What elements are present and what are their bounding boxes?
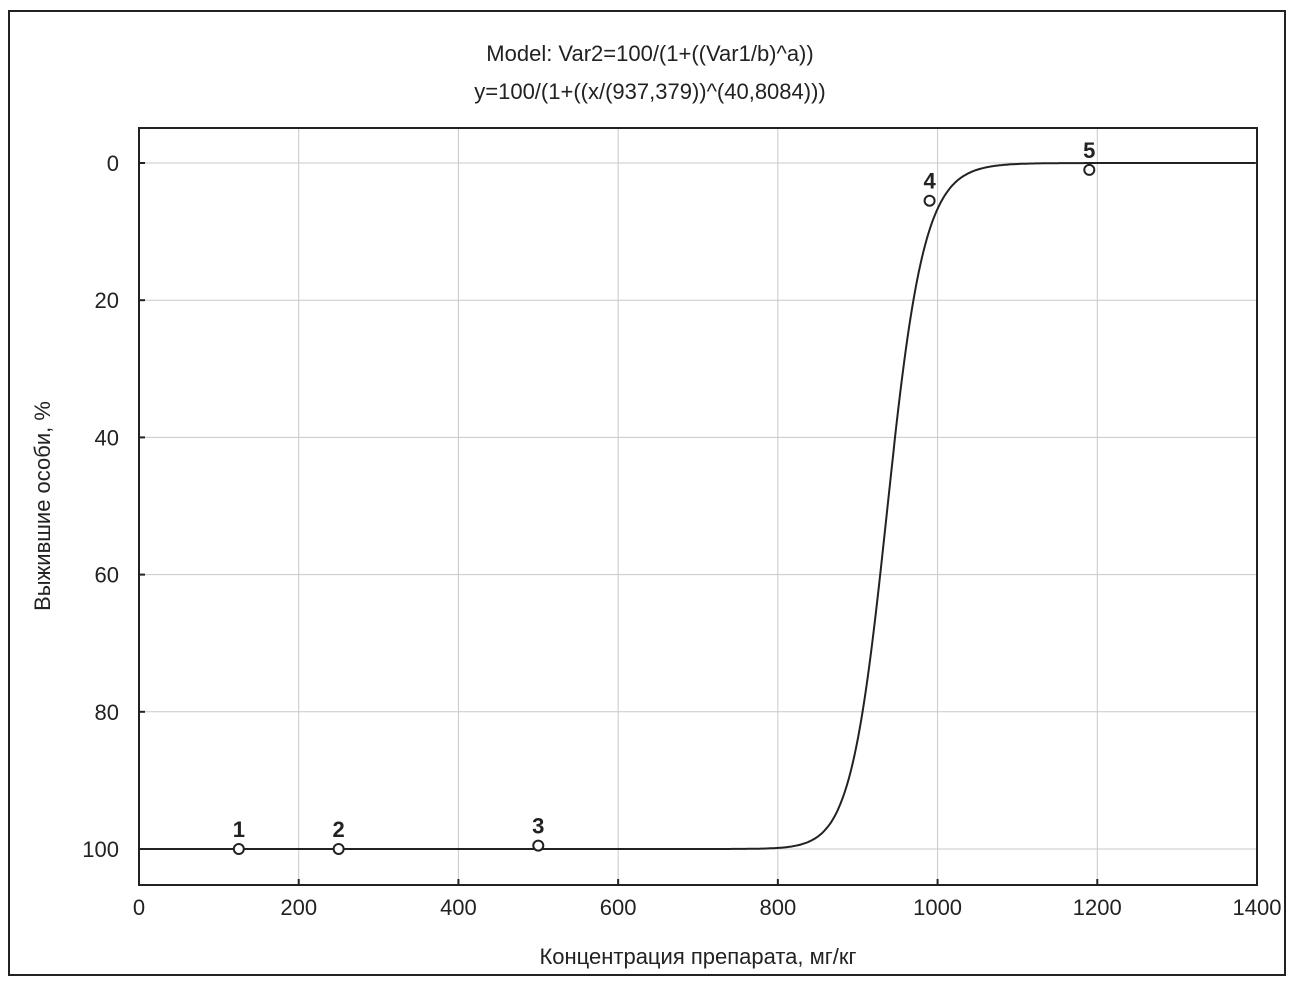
chart-frame: [8, 10, 1286, 976]
y-tick-label: 100: [82, 837, 119, 862]
y-tick-label: 80: [95, 700, 119, 725]
x-tick-label: 1400: [1233, 895, 1282, 920]
data-point-4: [923, 194, 936, 207]
data-point-2: [332, 843, 345, 855]
x-tick-label: 1200: [1073, 895, 1122, 920]
y-tick-label: 20: [95, 288, 119, 313]
x-tick-label: 600: [600, 895, 637, 920]
data-point-label: 5: [1083, 138, 1095, 163]
x-tick-label: 400: [440, 895, 477, 920]
chart-title: Model: Var2=100/(1+((Var1/b)^a)): [486, 41, 813, 66]
x-tick-label: 200: [280, 895, 317, 920]
x-axis-label: Концентрация препарата, мг/кг: [539, 944, 856, 969]
grid: [139, 128, 1257, 885]
x-tick-label: 1000: [913, 895, 962, 920]
data-point-5: [1083, 163, 1096, 176]
plot-area: [138, 127, 1258, 886]
x-axis-ticks: 0 200 400 600 800 1000 1200 1400: [133, 879, 1282, 920]
data-point-1: [232, 843, 245, 855]
y-axis-label: Выжившие особи, %: [30, 401, 55, 611]
data-point-label: 4: [923, 169, 936, 194]
data-point-3: [532, 839, 545, 852]
y-tick-label: 40: [95, 425, 119, 450]
fitted-curve: [139, 162, 1256, 850]
x-tick-label: 800: [759, 895, 796, 920]
data-point-label: 2: [333, 817, 345, 842]
y-tick-label: 0: [107, 151, 119, 176]
y-axis-ticks: 0 20 40 60 80 100: [82, 151, 145, 862]
chart-subtitle: y=100/(1+((x/(937,379))^(40,8084))): [474, 79, 826, 104]
data-point-label: 1: [233, 817, 245, 842]
data-point-label: 3: [532, 814, 544, 839]
data-points: 1 2 3 4 5: [232, 138, 1096, 855]
y-tick-label: 60: [95, 563, 119, 588]
x-tick-label: 0: [133, 895, 145, 920]
